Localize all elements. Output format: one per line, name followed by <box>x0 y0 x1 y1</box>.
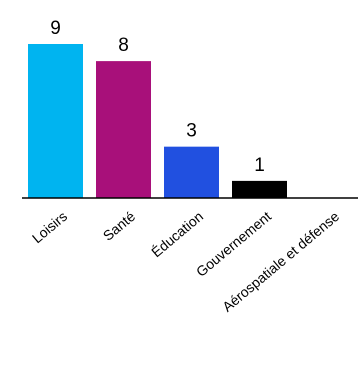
value-label-loisirs: 9 <box>50 18 61 39</box>
value-label-sante: 8 <box>118 35 129 56</box>
category-labels-group: Loisirs Santé ÉducationGouvernementAérospa… <box>29 208 342 315</box>
bar-sante <box>96 61 151 198</box>
bars-group <box>28 44 287 198</box>
category-label-education: Éducation <box>148 208 206 260</box>
bar-loisirs <box>28 44 83 198</box>
category-label-aerospatiale-et-defense: Aérospatiale et défense <box>219 208 342 315</box>
category-label-sante: Santé <box>100 208 138 244</box>
value-label-gouvernement: 1 <box>254 155 265 176</box>
bar-education <box>164 146 219 198</box>
value-label-education: 3 <box>186 121 197 142</box>
category-label-loisirs: Loisirs <box>29 208 70 246</box>
bar-gouvernement <box>232 180 287 198</box>
value-labels-group: 9 8 3 1 <box>50 18 265 176</box>
